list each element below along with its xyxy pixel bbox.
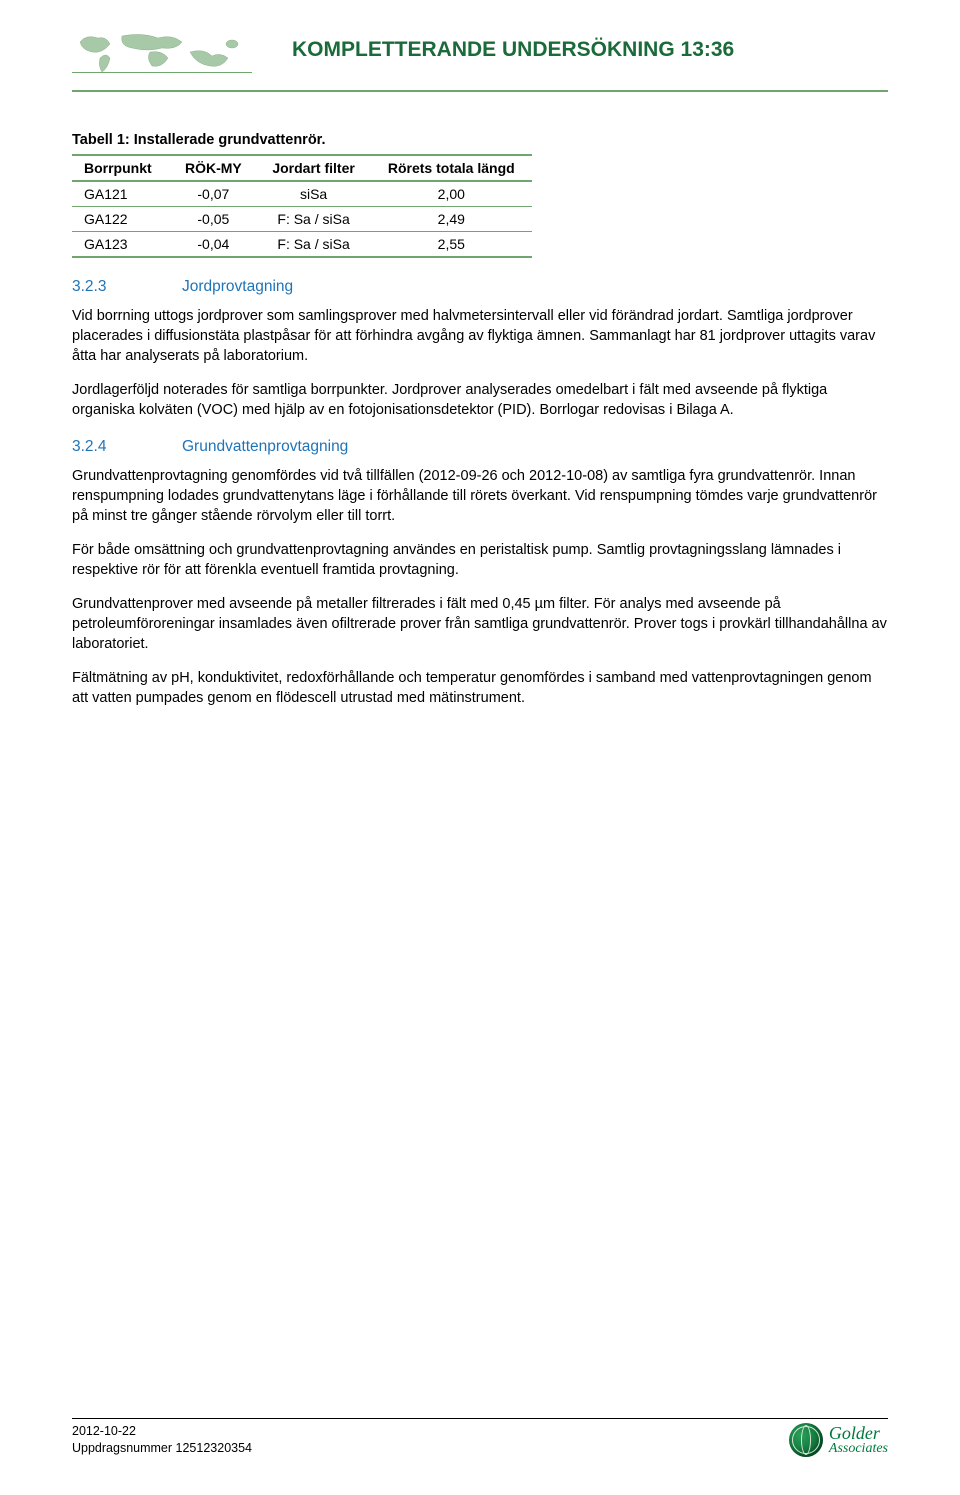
footer-ref: Uppdragsnummer 12512320354: [72, 1440, 252, 1457]
para-3-2-4-b: För både omsättning och grundvattenprovt…: [72, 540, 888, 580]
para-3-2-4-a: Grundvattenprovtagning genomfördes vid t…: [72, 466, 888, 526]
heading-3-2-4: 3.2.4Grundvattenprovtagning: [72, 438, 888, 456]
page-footer: 2012-10-22 Uppdragsnummer 12512320354 Go…: [72, 1418, 888, 1457]
heading-3-2-3-title: Jordprovtagning: [182, 278, 293, 295]
table1-col-2: Jordart filter: [257, 155, 371, 181]
page-title: KOMPLETTERANDE UNDERSÖKNING 13:36: [252, 28, 888, 62]
table1-col-0: Borrpunkt: [72, 155, 170, 181]
footer-logo: Golder Associates: [789, 1423, 888, 1457]
table-row: GA121 -0,07 siSa 2,00: [72, 181, 532, 207]
footer-date: 2012-10-22: [72, 1423, 252, 1440]
para-3-2-3-a: Vid borrning uttogs jordprover som samli…: [72, 306, 888, 366]
worldmap-icon: [72, 28, 252, 84]
heading-3-2-3-num: 3.2.3: [72, 278, 182, 296]
footer-logo-line2: Associates: [829, 1442, 888, 1455]
table-row: GA123 -0,04 F: Sa / siSa 2,55: [72, 232, 532, 258]
para-3-2-4-c: Grundvattenprover med avseende på metall…: [72, 594, 888, 654]
heading-3-2-3: 3.2.3Jordprovtagning: [72, 278, 888, 296]
heading-3-2-4-title: Grundvattenprovtagning: [182, 438, 348, 455]
page-header: KOMPLETTERANDE UNDERSÖKNING 13:36: [72, 28, 888, 92]
table1-col-1: RÖK-MY: [170, 155, 256, 181]
para-3-2-3-b: Jordlagerföljd noterades för samtliga bo…: [72, 380, 888, 420]
table1-col-3: Rörets totala längd: [371, 155, 532, 181]
footer-logo-text: Golder Associates: [829, 1425, 888, 1455]
table-row: GA122 -0,05 F: Sa / siSa 2,49: [72, 207, 532, 232]
table1-header-row: Borrpunkt RÖK-MY Jordart filter Rörets t…: [72, 155, 532, 181]
table1: Borrpunkt RÖK-MY Jordart filter Rörets t…: [72, 154, 532, 258]
para-3-2-4-d: Fältmätning av pH, konduktivitet, redoxf…: [72, 668, 888, 708]
globe-icon: [789, 1423, 823, 1457]
table1-caption: Tabell 1: Installerade grundvattenrör.: [72, 132, 888, 148]
header-worldmap-logo: [72, 28, 252, 84]
heading-3-2-4-num: 3.2.4: [72, 438, 182, 456]
footer-logo-line1: Golder: [829, 1425, 888, 1442]
footer-left: 2012-10-22 Uppdragsnummer 12512320354: [72, 1423, 252, 1457]
